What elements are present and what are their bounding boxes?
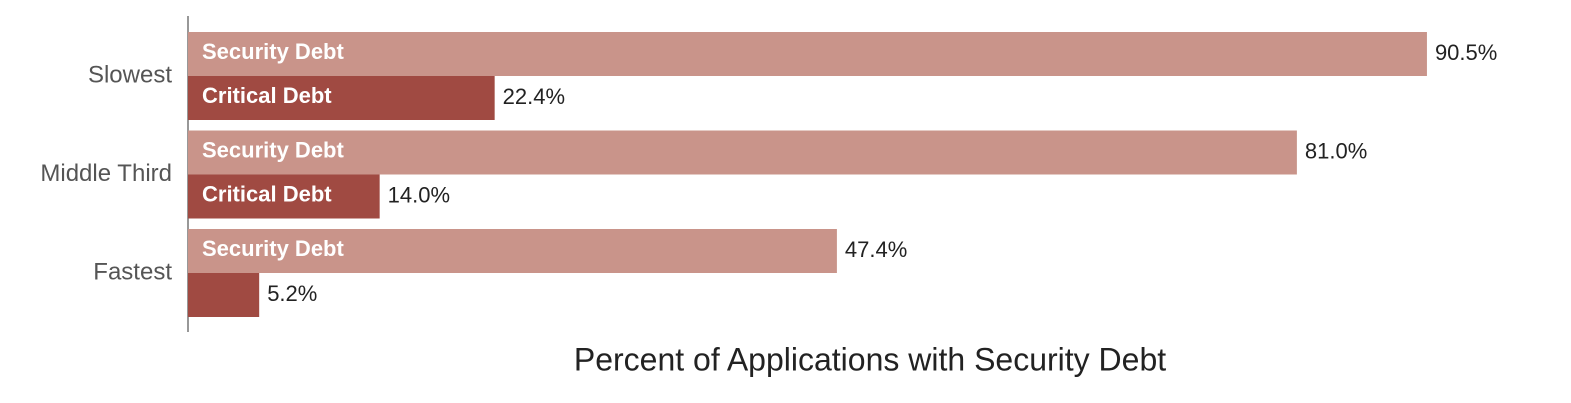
bar: [188, 229, 837, 273]
value-label: 5.2%: [267, 281, 317, 306]
bar-series-label: Critical Debt: [202, 181, 332, 206]
y-tick-label: Slowest: [88, 61, 172, 88]
x-axis-title: Percent of Applications with Security De…: [574, 341, 1166, 377]
bar: [188, 76, 495, 120]
value-label: 47.4%: [845, 237, 907, 262]
bar: [188, 130, 1297, 175]
bar: [188, 174, 380, 219]
bar: [188, 273, 260, 317]
value-label: 22.4%: [503, 84, 565, 109]
bar: [188, 32, 1427, 76]
bar-series-label: Security Debt: [202, 236, 344, 261]
y-tick-label: Fastest: [93, 258, 172, 285]
value-label: 81.0%: [1305, 138, 1367, 163]
bar-series-label: Security Debt: [202, 137, 344, 162]
bar-series-label: Security Debt: [202, 39, 344, 64]
y-tick-label: Middle Third: [40, 160, 172, 187]
bar-series-label: Critical Debt: [202, 83, 332, 108]
value-label: 14.0%: [388, 182, 450, 207]
value-label: 90.5%: [1435, 40, 1497, 65]
